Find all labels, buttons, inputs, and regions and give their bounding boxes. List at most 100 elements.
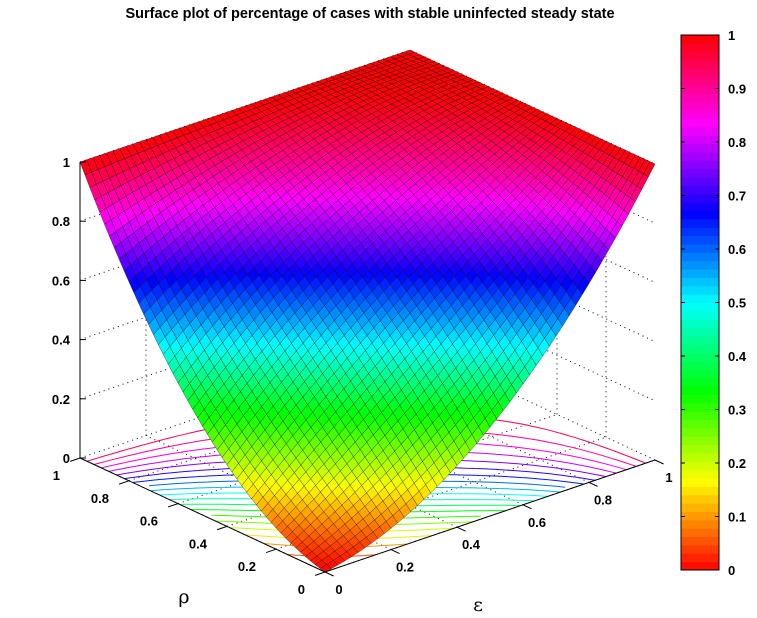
colorbar-band: [681, 394, 719, 404]
axes-box: [79, 162, 656, 573]
colorbar-band: [681, 185, 719, 195]
colorbar-band: [681, 335, 719, 345]
colorbar-band: [681, 419, 719, 429]
y-tick-mark: [118, 480, 130, 485]
colorbar-band: [681, 285, 719, 295]
x-tick-mark: [456, 526, 466, 532]
colorbar-band: [681, 294, 719, 303]
z-tick-label: 0.8: [52, 214, 70, 229]
colorbar-band: [681, 60, 719, 69]
colorbar-band: [681, 402, 719, 412]
x-tick-label: 1: [665, 470, 672, 485]
x-tick-mark: [522, 504, 532, 510]
colorbar-band: [681, 461, 719, 471]
colorbar-band: [681, 503, 719, 512]
colorbar-band: [681, 177, 719, 186]
surface-patch: [319, 564, 333, 573]
colorbar-band: [681, 494, 719, 504]
colorbar-band: [681, 319, 719, 329]
colorbar-band: [681, 478, 719, 487]
colorbar-band: [681, 51, 719, 61]
colorbar-band: [681, 110, 719, 120]
x-tick-label: 0.2: [396, 560, 414, 575]
colorbar-band: [681, 210, 719, 220]
colorbar-band: [681, 277, 719, 287]
y-tick-mark: [216, 525, 228, 531]
colorbar-band: [681, 561, 719, 571]
colorbar-tick-label: 0.5: [728, 296, 746, 311]
colorbar-tick-label: 0.6: [728, 242, 746, 257]
colorbar-band: [681, 553, 719, 563]
colorbar-band: [681, 352, 719, 362]
x-tick-mark: [588, 481, 598, 487]
chart-title: Surface plot of percentage of cases with…: [125, 6, 614, 22]
y-tick-mark: [167, 503, 179, 508]
y-tick-mark: [314, 571, 326, 576]
colorbar-band: [681, 243, 719, 253]
y-tick-label: 0: [298, 582, 305, 597]
colorbar-band: [681, 135, 719, 145]
colorbar-band: [681, 252, 719, 262]
colorbar-tick-label: 1: [728, 28, 735, 43]
colorbar-band: [681, 427, 719, 437]
z-tick-label: 0: [63, 451, 70, 466]
y-tick-label: 0.4: [189, 536, 208, 551]
y-tick-label: 0.6: [140, 514, 158, 529]
colorbar-band: [681, 452, 719, 462]
colorbar-band: [681, 260, 719, 270]
colorbar-band: [681, 76, 719, 86]
colorbar-band: [681, 152, 719, 161]
colorbar-band: [681, 235, 719, 245]
x-tick-mark: [654, 459, 664, 465]
colorbar-tick-label: 0.8: [728, 135, 746, 150]
x-axis-line: [324, 459, 656, 573]
y-tick-label: 0.2: [238, 559, 256, 574]
x-tick-mark: [390, 549, 400, 555]
colorbar-band: [681, 469, 719, 479]
colorbar-band: [681, 327, 719, 337]
colorbar-band: [681, 310, 719, 320]
colorbar-band: [681, 302, 719, 312]
y-tick-mark: [69, 457, 81, 462]
grid-line-floor-y: [275, 436, 607, 550]
surface-mesh: [79, 49, 656, 573]
colorbar-tick-label: 0: [728, 563, 735, 578]
x-tick-label: 0.4: [462, 537, 481, 552]
y-axis-line: [79, 457, 326, 573]
z-tick-label: 1: [63, 155, 70, 170]
colorbar-tick-label: 0.1: [728, 510, 746, 525]
colorbar-band: [681, 43, 719, 53]
colorbar-band: [681, 486, 719, 496]
colorbar-band: [681, 68, 719, 78]
colorbar-band: [681, 436, 719, 446]
z-tick-label: 0.2: [52, 392, 70, 407]
colorbar-band: [681, 85, 719, 95]
colorbar-band: [681, 118, 719, 128]
x-tick-label: 0.6: [528, 515, 546, 530]
colorbar-band: [681, 269, 719, 278]
colorbar-band: [681, 227, 719, 237]
colorbar-tick-label: 0.7: [728, 189, 746, 204]
colorbar-band: [681, 528, 719, 538]
colorbar-tick-label: 0.3: [728, 403, 746, 418]
colorbar-tick-label: 0.9: [728, 82, 746, 97]
z-tick-label: 0.6: [52, 273, 70, 288]
colorbar-band: [681, 143, 719, 153]
colorbar-band: [681, 344, 719, 354]
colorbar-band: [681, 511, 719, 521]
colorbar-band: [681, 202, 719, 212]
y-tick-mark: [265, 548, 277, 554]
tick-labels: 00.20.40.60.8100.20.40.60.8100.20.40.60.…: [52, 155, 673, 597]
colorbar-band: [681, 361, 719, 370]
colorbar-band: [681, 160, 719, 170]
grid-line-floor-y: [226, 413, 558, 527]
y-axis-label: ρ: [178, 586, 189, 608]
y-tick-label: 1: [53, 468, 60, 483]
colorbar-band: [681, 193, 719, 203]
x-tick-mark: [324, 571, 334, 577]
colorbar-band: [681, 444, 719, 454]
colorbar-band: [681, 377, 719, 387]
colorbar-tick-label: 0.2: [728, 456, 746, 471]
colorbar-band: [681, 126, 719, 136]
